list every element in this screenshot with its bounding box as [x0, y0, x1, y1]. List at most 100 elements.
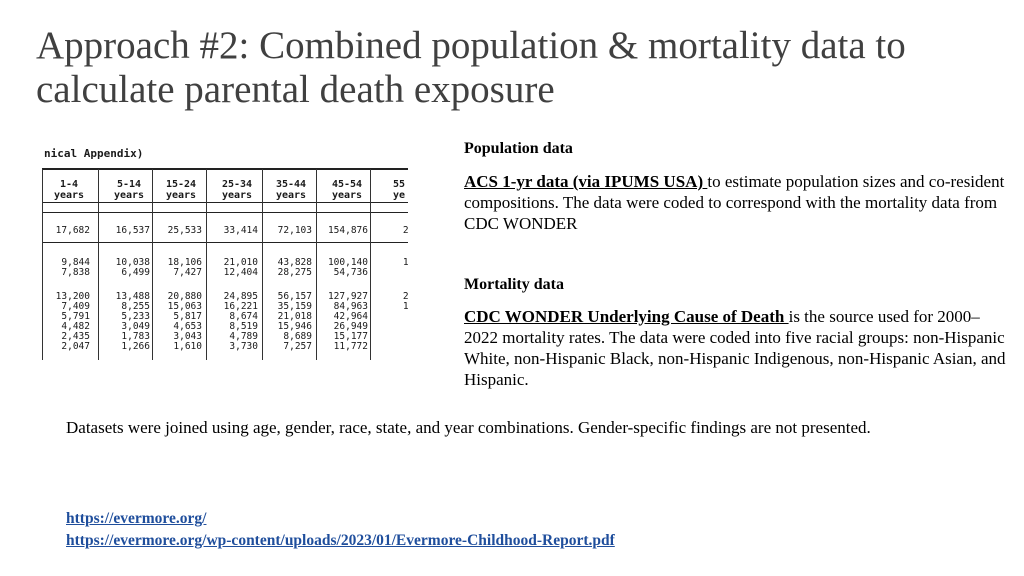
- table-cell: 12,404: [223, 267, 258, 278]
- table-cell: 154,876: [327, 225, 368, 236]
- table-cell: 7,409: [61, 301, 90, 312]
- table-cell: 21,018: [277, 311, 312, 322]
- table-cell: 8,255: [121, 301, 150, 312]
- table-column-line: [262, 169, 263, 360]
- table-cell: 72,103: [277, 225, 312, 236]
- header-age-range: 55: [392, 179, 406, 190]
- table-cell: 25,533: [167, 225, 202, 236]
- table-cell: 5,233: [121, 311, 150, 322]
- table-cell: 15,946: [277, 321, 312, 332]
- evermore-home-link[interactable]: https://evermore.org/: [66, 510, 207, 527]
- table-header-cell: 1-4 years: [46, 179, 92, 201]
- header-years: ye: [392, 190, 406, 201]
- table-cell: 13,488: [115, 291, 150, 302]
- evermore-report-link[interactable]: https://evermore.org/wp-content/uploads/…: [66, 532, 615, 549]
- table-cell: 8,519: [229, 321, 258, 332]
- table-cell: 152: [402, 301, 408, 312]
- table-cell: 35,159: [277, 301, 312, 312]
- table-cell: 38: [378, 322, 408, 332]
- table-cell: 28,275: [277, 267, 312, 278]
- table-column-line: [98, 169, 99, 360]
- table-cell: 26,949: [333, 321, 368, 332]
- table-cell: 4,482: [61, 321, 90, 332]
- table-cell: 4,653: [173, 321, 202, 332]
- table-cell: 17: [378, 342, 408, 352]
- header-years: years: [275, 190, 307, 201]
- slide-title-line-2: calculate parental death exposure: [36, 68, 555, 111]
- table-cell: 43,828: [277, 257, 312, 268]
- table-cell: 9,844: [61, 257, 90, 268]
- table-totals-rule: [42, 242, 408, 243]
- table-cell: 7,838: [61, 267, 90, 278]
- table-cell: 18,106: [167, 257, 202, 268]
- header-age-range: 45-54: [331, 179, 363, 190]
- table-cell: 11,772: [333, 341, 368, 352]
- header-years: years: [53, 190, 85, 201]
- table-cell: 79: [378, 312, 408, 322]
- table-top-rule: [42, 168, 408, 170]
- table-column-line: [42, 169, 43, 360]
- table-cell: 8,689: [283, 331, 312, 342]
- header-years: years: [113, 190, 145, 201]
- table-cell: 13,200: [55, 291, 90, 302]
- table-cell: 54,736: [333, 267, 368, 278]
- table-cell: 3,043: [173, 331, 202, 342]
- table-cell: 42,964: [333, 311, 368, 322]
- table-column-line: [370, 169, 371, 360]
- header-age-range: 5-14: [116, 179, 142, 190]
- table-header-cell: 55 ye: [376, 179, 408, 201]
- table-cell: 174: [402, 257, 408, 268]
- table-cell: 21: [378, 332, 408, 342]
- table-cell: 5,817: [173, 311, 202, 322]
- table-header-rule: [42, 202, 408, 203]
- table-header-cell: 15-24 years: [158, 179, 204, 201]
- table-cell: 16,537: [115, 225, 150, 236]
- table-cell: 6,499: [121, 267, 150, 278]
- header-years: years: [165, 190, 197, 201]
- scanned-appendix-table: nical Appendix) 1-4 years 5-14 years 15-24 ye…: [42, 146, 408, 360]
- table-cell: 10,038: [115, 257, 150, 268]
- header-age-range: 15-24: [165, 179, 197, 190]
- table-column-line: [152, 169, 153, 360]
- table-cell: 21,010: [223, 257, 258, 268]
- table-cell: 17,682: [55, 225, 90, 236]
- table-cell: 231: [402, 291, 408, 302]
- table-cell: 84,963: [333, 301, 368, 312]
- table-cell: 270: [402, 225, 408, 236]
- table-header-cell: 5-14 years: [106, 179, 152, 201]
- cdc-wonder-source-link[interactable]: CDC WONDER Underlying Cause of Death: [464, 307, 789, 326]
- table-cell: 20,880: [167, 291, 202, 302]
- table-cell: 96: [378, 268, 408, 278]
- table-cell: 7,257: [283, 341, 312, 352]
- population-text: to estimate population sizes and co-resi…: [464, 172, 1005, 233]
- table-header-cell: 35-44 years: [268, 179, 314, 201]
- table-cell: 5,791: [61, 311, 90, 322]
- table-cell: 15,063: [167, 301, 202, 312]
- table-cell: 56,157: [277, 291, 312, 302]
- table-cell: 3,730: [229, 341, 258, 352]
- table-header-cell: 25-34 years: [214, 179, 260, 201]
- appendix-label: nical Appendix): [44, 147, 144, 160]
- table-cell: 2,047: [61, 341, 90, 352]
- acs-source-link[interactable]: ACS 1-yr data (via IPUMS USA): [464, 172, 708, 191]
- population-paragraph: ACS 1-yr data (via IPUMS USA) to estimat…: [464, 171, 1012, 234]
- header-age-range: 25-34: [221, 179, 253, 190]
- mortality-heading: Mortality data: [464, 276, 564, 293]
- table-header-rule-2: [42, 212, 408, 213]
- table-cell: 15,177: [333, 331, 368, 342]
- slide-title-line-1: Approach #2: Combined population & morta…: [36, 24, 906, 67]
- table-cell: 7,427: [173, 267, 202, 278]
- table-column-line: [206, 169, 207, 360]
- header-years: years: [221, 190, 253, 201]
- header-years: years: [331, 190, 363, 201]
- table-cell: 100,140: [327, 257, 368, 268]
- join-note: Datasets were joined using age, gender, …: [66, 418, 871, 437]
- header-age-range: 35-44: [275, 179, 307, 190]
- table-cell: 1,610: [173, 341, 202, 352]
- mortality-text: is the source used for 2000–2022 mortali…: [464, 307, 1006, 389]
- table-cell: 8,674: [229, 311, 258, 322]
- slide-title: Approach #2: Combined population & morta…: [36, 24, 1006, 112]
- table-cell: 33,414: [223, 225, 258, 236]
- table-header-cell: 45-54 years: [324, 179, 370, 201]
- header-age-range: 1-4: [59, 179, 79, 190]
